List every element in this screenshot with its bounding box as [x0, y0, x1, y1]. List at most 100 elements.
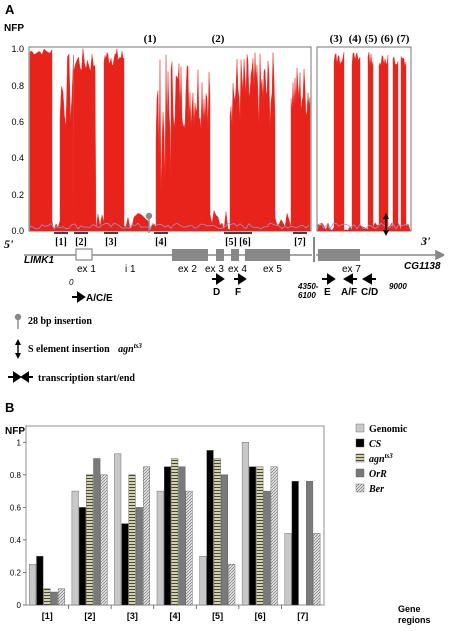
panel-b-chart: 0 0.2 0.4 0.6 0.8 1 [1] [2] [3] [4] [5] [6] [7] [10, 425, 325, 621]
bar-ber-7 [313, 533, 321, 606]
nfp-area-segment [378, 54, 389, 232]
region-label-4: (4) [349, 33, 362, 45]
y-tick-a-5: 1.0 [11, 44, 24, 54]
coord-mid-bottom: 6100 [298, 291, 316, 300]
primer-f-arrow [234, 273, 247, 285]
y-tick-a-1: 0.2 [11, 190, 24, 200]
panel-b-legend: Genomic CS agnts3 OrR Ber [355, 423, 408, 495]
nfp-area-segment [103, 48, 125, 232]
coord-end: 9000 [389, 282, 407, 291]
panel-b-xlabel-line1: Gene [398, 604, 421, 614]
exon-5-label: ex 5 [263, 264, 282, 275]
panel-a-y-ticks: 1.0 0.8 0.6 0.4 0.2 0.0 [11, 44, 24, 236]
bar-ber-4 [185, 490, 193, 606]
region-label-6: (6) [381, 33, 394, 45]
bar-ber-3 [142, 466, 150, 606]
region-label-1: (1) [144, 33, 157, 45]
bar-cs-1 [36, 556, 44, 606]
legend-swatch-orr [355, 468, 365, 478]
bar-genomic-7 [284, 533, 292, 606]
bar-orr-3 [135, 507, 143, 606]
region-label-3: (3) [330, 33, 343, 45]
bar-genomic-4 [156, 490, 164, 606]
bracket-label-3: [3] [105, 237, 117, 248]
exon-5-box [245, 249, 290, 261]
nfp-area-segment [209, 209, 231, 232]
bar-ber-1 [57, 588, 65, 606]
exon-4-label: ex 4 [228, 264, 247, 275]
legend-series-name: CS [369, 439, 382, 450]
bar-genomic-1 [29, 564, 37, 606]
bracket-label-1: [1] [55, 237, 67, 248]
bar-genomic-2 [71, 490, 79, 606]
y-tick-a-2: 0.4 [11, 153, 24, 163]
primer-f-label: F [235, 287, 241, 298]
bar-orr-5 [220, 474, 228, 606]
gene-backbone-right-arrow [316, 249, 445, 261]
exon-1-box [75, 248, 93, 261]
gene-left-label: LIMK1 [24, 255, 54, 266]
exon-2-box [172, 249, 208, 261]
nfp-area-segment [123, 213, 157, 232]
bar-genomic-6 [241, 442, 249, 606]
coord-zero: 0 [69, 278, 74, 287]
nfp-baseline [29, 222, 310, 230]
legend-s-element-text: S element insertion agnts3 [28, 342, 142, 355]
exon-2-label: ex 2 [178, 264, 197, 275]
nfp-area-segment [397, 222, 402, 232]
bar-agn-1 [43, 588, 51, 606]
region-label-7: (7) [397, 33, 410, 45]
x-category-label: [6] [255, 611, 266, 621]
bar-agn-5 [213, 458, 221, 606]
nfp-area-segment [73, 48, 97, 232]
legend-series-name: OrR [369, 469, 387, 480]
nfp-area-segment [51, 221, 61, 232]
bracket-label-2: [2] [75, 237, 87, 248]
legend-agn-sup: ts3 [134, 342, 143, 350]
legend-28bp-label: 28 bp insertion [28, 316, 92, 327]
s-element-marker [383, 213, 389, 236]
bar-orr-1 [50, 591, 58, 606]
insertion-28bp-marker [145, 212, 153, 233]
nfp-area-segment [392, 55, 399, 232]
bar-orr-4 [178, 466, 186, 606]
y-tick-a-0: 0.0 [11, 226, 24, 236]
nfp-area-segment [351, 52, 361, 232]
bracket-label-7: [7] [294, 237, 306, 248]
x-category-label: [7] [297, 611, 308, 621]
nfp-area-segment [333, 51, 345, 232]
bracket-label-4: [4] [155, 237, 167, 248]
legend-swatch-ber [355, 483, 365, 493]
x-category-label: [4] [170, 611, 181, 621]
legend-agn-label: agn [118, 344, 134, 355]
x-category-label: [1] [42, 611, 53, 621]
primer-d-arrow [212, 273, 225, 285]
nfp-profile-right [317, 51, 411, 232]
exon-7-label: ex 7 [342, 264, 361, 275]
legend-series-sup: ts3 [385, 452, 394, 460]
primer-af-arrow [342, 273, 357, 285]
intron-1-label: i 1 [125, 264, 136, 275]
x-category-label: [3] [127, 611, 138, 621]
panel-b-ylabel: NFP [5, 426, 25, 437]
nfp-area-segment [367, 51, 374, 232]
y-tick-label: 0.2 [10, 568, 22, 577]
bar-cs-4 [163, 466, 171, 606]
bar-cs-3 [121, 523, 129, 606]
primer-e-label: E [324, 287, 331, 298]
nfp-area-segment [405, 223, 411, 232]
exon-3-label: ex 3 [205, 264, 224, 275]
bar-cs-7 [291, 481, 299, 606]
y-tick-a-3: 0.6 [11, 117, 24, 127]
bar-agn-3 [128, 474, 136, 606]
nfp-area-segment [95, 213, 105, 232]
bar-ber-5 [228, 564, 236, 606]
panel-a-ylabel: NFP [4, 23, 24, 34]
bar-agn-6 [256, 466, 264, 606]
bar-ber-2 [100, 474, 108, 606]
legend-swatch-genomic [355, 423, 365, 433]
legend-s-element-label: S element insertion [28, 344, 110, 355]
bar-cs-6 [249, 466, 257, 606]
legend-transcription-icon [8, 371, 33, 383]
